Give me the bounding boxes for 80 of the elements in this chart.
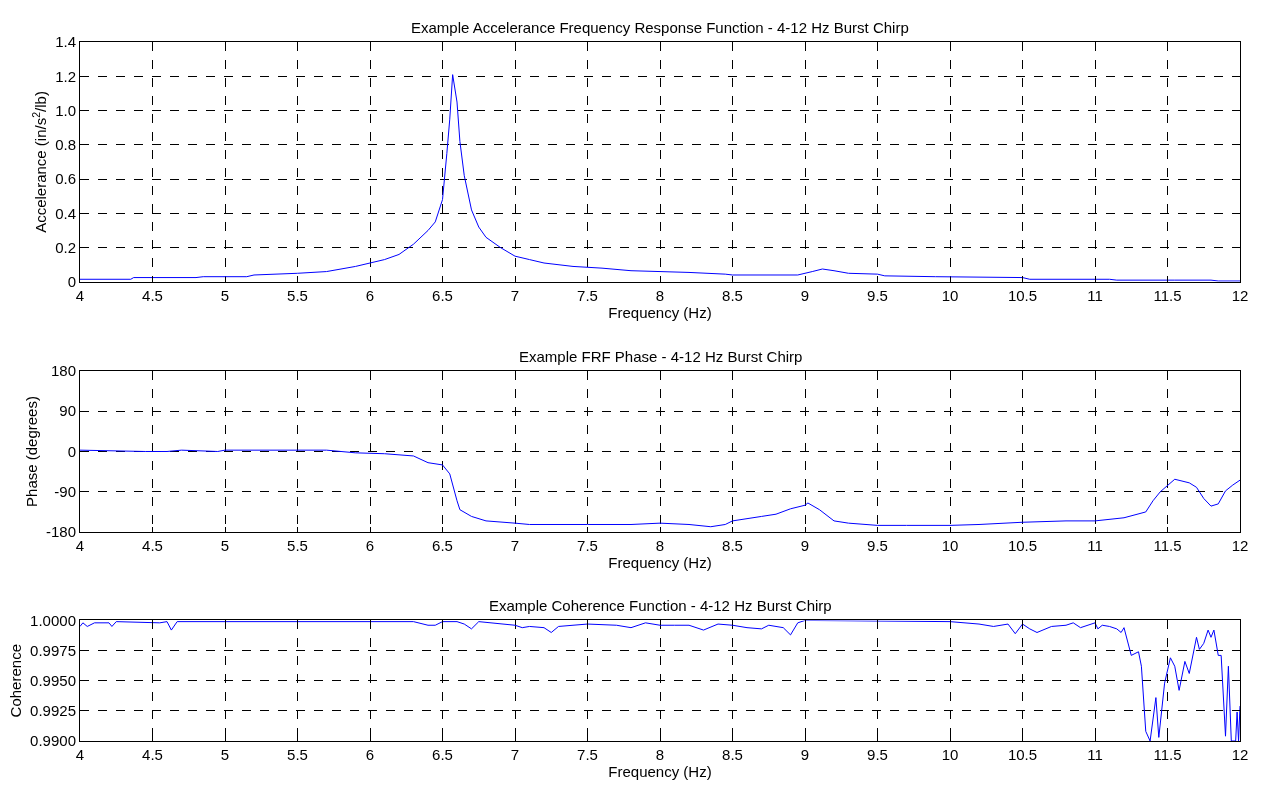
x-tick-label: 5 [220,746,230,763]
x-tick-label: 8 [655,537,665,555]
x-tick-label: 6.5 [432,746,453,763]
y-tick-label: 1.0000 [30,611,76,629]
x-tick-label: 10.5 [1007,286,1038,304]
y-tick-label: 0.9925 [30,702,76,720]
y-tick-label: 0.4 [55,204,76,222]
y-tick-label: -180 [45,523,76,541]
x-tick-label: 9.5 [867,537,888,555]
x-tick-label: 5.5 [287,286,308,304]
x-tick-label: 4 [75,537,85,555]
y-tick-label: 0.9950 [30,671,76,689]
line-series [80,74,1240,282]
line-series [80,449,1240,528]
x-tick-label: 4 [75,286,85,304]
x-tick-label: 7.5 [577,286,598,304]
y-tick-label: 0 [67,273,76,291]
x-tick-label: 10.5 [1007,746,1038,763]
x-tick-label: 11 [1087,537,1103,555]
y-tick-label: 90 [59,402,76,420]
chart-title: Example FRF Phase - 4-12 Hz Burst Chirp [519,348,803,365]
x-tick-label: 8.5 [722,537,743,555]
y-tick-label: 1.0 [55,101,76,119]
y-tick-label: 180 [50,362,76,380]
x-axis-title: Frequency (Hz) [608,303,712,321]
line-series [80,620,1240,741]
y-tick-label: 0.8 [55,136,76,154]
x-tick-label: 7.5 [577,537,598,555]
x-tick-label: 7 [510,746,520,763]
x-tick-label: 8 [655,286,665,304]
y-axis-title: Phase (degrees) [23,396,41,507]
x-tick-label: 5 [220,286,230,304]
x-tick-label: 9 [800,537,810,555]
x-tick-label: 6 [365,537,375,555]
x-tick-label: 12 [1231,746,1249,763]
y-tick-label: 1.4 [55,33,76,51]
y-tick-label: 0.6 [55,170,76,188]
y-axis-title: Coherence [7,644,25,718]
x-tick-label: 11.5 [1153,746,1182,763]
x-tick-label: 6.5 [432,286,453,304]
x-tick-label: 5 [220,537,230,555]
x-tick-label: 8.5 [722,286,743,304]
x-tick-label: 7 [510,537,520,555]
y-tick-label: -90 [54,483,76,501]
x-axis-title: Frequency (Hz) [608,554,712,572]
x-tick-label: 5.5 [287,746,308,763]
x-tick-label: 8.5 [722,746,743,763]
x-tick-label: 11.5 [1153,537,1182,555]
y-tick-label: 0.9975 [30,641,76,659]
x-tick-label: 9 [800,286,810,304]
x-tick-label: 5.5 [287,537,308,555]
x-tick-label: 7 [510,286,520,304]
x-tick-label: 10 [941,286,959,304]
x-tick-label: 4 [75,746,85,763]
x-tick-label: 6.5 [432,537,453,555]
x-tick-label: 6 [365,746,375,763]
x-tick-label: 11 [1087,746,1103,763]
y-tick-label: 1.2 [55,67,76,85]
x-tick-label: 10 [941,537,959,555]
x-tick-label: 4.5 [142,537,163,555]
y-tick-label: 0.9900 [30,732,76,750]
x-tick-label: 10.5 [1007,537,1038,555]
x-tick-label: 7.5 [577,746,598,763]
x-tick-label: 10 [941,746,959,763]
x-tick-label: 11 [1087,286,1103,304]
y-tick-label: 0 [67,442,76,460]
x-tick-label: 12 [1231,537,1249,555]
x-tick-label: 9.5 [867,746,888,763]
x-tick-label: 12 [1231,286,1249,304]
chart-title: Example Coherence Function - 4-12 Hz Burst Chirp [489,597,832,614]
x-tick-label: 6 [365,286,375,304]
x-tick-label: 9 [800,746,810,763]
x-tick-label: 11.5 [1153,286,1182,304]
x-axis-title: Frequency (Hz) [608,763,712,780]
x-tick-label: 8 [655,746,665,763]
y-tick-label: 0.2 [55,238,76,256]
x-tick-label: 4.5 [142,286,163,304]
chart-title: Example Accelerance Frequency Response Function - 4-12 Hz Burst Chirp [411,19,909,36]
x-tick-label: 4.5 [142,746,163,763]
x-tick-label: 9.5 [867,286,888,304]
